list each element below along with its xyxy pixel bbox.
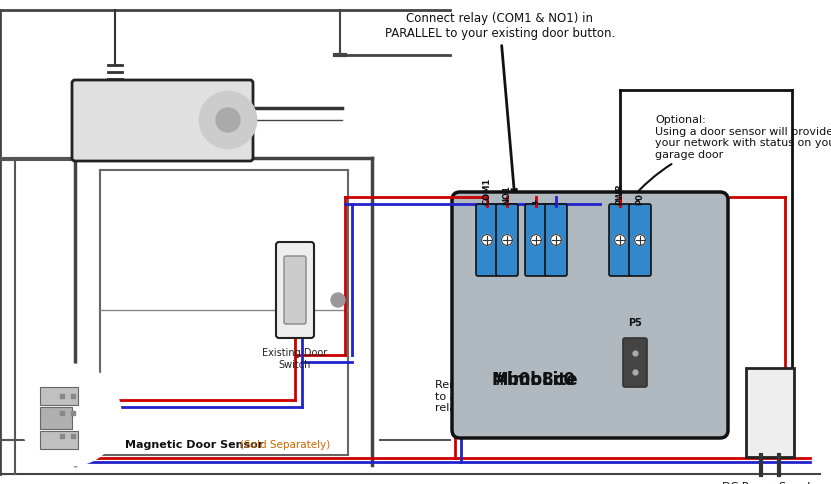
FancyBboxPatch shape	[496, 204, 518, 276]
FancyBboxPatch shape	[629, 204, 651, 276]
Circle shape	[20, 365, 120, 465]
FancyBboxPatch shape	[284, 256, 306, 324]
Text: PWR: PWR	[616, 183, 625, 205]
FancyBboxPatch shape	[525, 204, 547, 276]
Circle shape	[551, 235, 562, 245]
Text: Connect relay (COM1 & NO1) in
PARALLEL to your existing door button.: Connect relay (COM1 & NO1) in PARALLEL t…	[385, 12, 615, 194]
FancyBboxPatch shape	[452, 192, 728, 438]
Text: Existing Door
Switch: Existing Door Switch	[263, 348, 327, 370]
Text: -: -	[552, 201, 560, 205]
Text: P5: P5	[628, 318, 642, 328]
Circle shape	[531, 235, 542, 245]
Text: (Sold Separately): (Sold Separately)	[240, 440, 330, 450]
FancyBboxPatch shape	[476, 204, 498, 276]
Circle shape	[635, 235, 646, 245]
Text: Magnetic Door Sensor: Magnetic Door Sensor	[125, 440, 263, 450]
Text: P0: P0	[636, 193, 645, 205]
Circle shape	[482, 235, 493, 245]
Circle shape	[615, 235, 626, 245]
Text: COM1: COM1	[483, 178, 491, 205]
Circle shape	[502, 235, 513, 245]
Circle shape	[200, 92, 256, 148]
Text: Optional:
Using a door sensor will provide
your network with status on your
gara: Optional: Using a door sensor will provi…	[630, 115, 831, 200]
FancyBboxPatch shape	[746, 368, 794, 457]
Text: +: +	[532, 198, 540, 205]
Text: NO1: NO1	[503, 185, 512, 205]
Circle shape	[216, 108, 240, 132]
FancyBboxPatch shape	[40, 387, 78, 405]
Text: #b0b8c0: #b0b8c0	[494, 371, 576, 389]
FancyBboxPatch shape	[545, 204, 567, 276]
FancyBboxPatch shape	[609, 204, 631, 276]
FancyBboxPatch shape	[40, 431, 78, 449]
FancyBboxPatch shape	[623, 338, 647, 387]
Text: MimoLite: MimoLite	[492, 371, 578, 389]
FancyBboxPatch shape	[40, 407, 72, 429]
Circle shape	[331, 293, 345, 307]
Text: Remove Jumper on P5
to apply Momentary
relay function: Remove Jumper on P5 to apply Momentary r…	[435, 366, 630, 413]
FancyBboxPatch shape	[72, 80, 253, 161]
Text: DC Power Supply: DC Power Supply	[722, 482, 818, 484]
FancyBboxPatch shape	[276, 242, 314, 338]
